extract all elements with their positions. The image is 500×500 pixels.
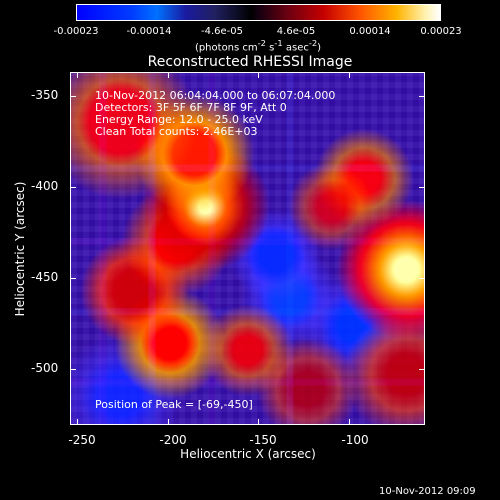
colorbar-units: (photons cm-2 s-1 asec-2) — [194, 38, 322, 54]
x-axis-top-tick — [77, 73, 78, 78]
x-axis-label: Heliocentric X (arcsec) — [180, 447, 316, 461]
solar-image-plot: 10-Nov-2012 06:04:04.000 to 06:07:04.000… — [70, 72, 425, 425]
x-axis-tick-label: -200 — [159, 433, 187, 447]
y-axis-right-tick — [419, 187, 424, 188]
y-axis-tick-label: -400 — [31, 179, 59, 193]
plot-info-line: 10-Nov-2012 06:04:04.000 to 06:07:04.000 — [95, 89, 336, 102]
x-axis-major-tick — [168, 419, 169, 424]
x-axis-major-tick — [349, 419, 350, 424]
plot-info-line: Detectors: 3F 5F 6F 7F 8F 9F, Att 0 — [95, 101, 287, 114]
x-axis-tick-label: -100 — [341, 433, 369, 447]
plot-info-line: Energy Range: 12.0 - 25.0 keV — [95, 113, 263, 126]
colorbar-tick-label: -4.6e-05 — [201, 26, 243, 37]
x-axis-major-tick — [77, 419, 78, 424]
rhessi-heatmap — [71, 73, 424, 424]
y-axis-major-tick — [71, 96, 76, 97]
plot-info-line: Clean Total counts: 2.46E+03 — [95, 125, 258, 138]
x-axis-top-tick — [349, 73, 350, 78]
y-axis-major-tick — [71, 187, 76, 188]
colorbar-tick-label: -0.00014 — [126, 26, 172, 37]
heatmap-texture — [71, 73, 424, 424]
x-axis-top-tick — [168, 73, 169, 78]
y-axis-right-tick — [419, 369, 424, 370]
colorbar — [76, 4, 441, 21]
colorbar-tick-label: 0.00023 — [420, 26, 462, 37]
x-axis-tick-label: -250 — [68, 433, 96, 447]
peak-position-text: Position of Peak = [-69,-450] — [95, 398, 253, 411]
plot-title: Reconstructed RHESSI Image — [147, 54, 353, 70]
y-axis-tick-label: -500 — [31, 361, 59, 375]
x-axis-tick-label: -150 — [249, 433, 277, 447]
colorbar-tick-label: -0.00023 — [53, 26, 99, 37]
colorbar-tick-label: 4.6e-05 — [276, 26, 316, 37]
timestamp: 10-Nov-2012 09:09 — [379, 486, 476, 497]
y-axis-right-tick — [419, 96, 424, 97]
y-axis-label: Heliocentric Y (arcsec) — [13, 181, 27, 317]
y-axis-tick-label: -450 — [31, 270, 59, 284]
y-axis-tick-label: -350 — [31, 88, 59, 102]
y-axis-major-tick — [71, 369, 76, 370]
y-axis-major-tick — [71, 278, 76, 279]
x-axis-major-tick — [258, 419, 259, 424]
y-axis-right-tick — [419, 278, 424, 279]
colorbar-tick-label: 0.00014 — [349, 26, 391, 37]
x-axis-top-tick — [258, 73, 259, 78]
